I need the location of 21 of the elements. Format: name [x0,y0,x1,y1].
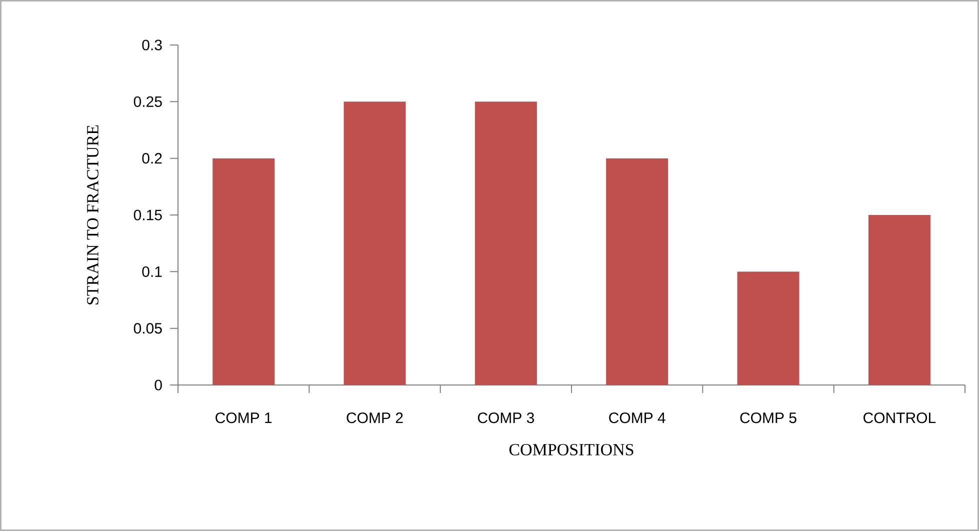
y-tick-label: 0 [154,380,162,390]
bar [868,215,930,385]
y-tick-label: 0.2 [142,153,162,164]
y-tick-label: 0.1 [142,266,162,277]
x-tick-label: COMP 3 [478,412,534,424]
bar [606,158,668,385]
bar [737,272,800,385]
x-axis-title: COMPOSITIONS [509,444,634,456]
y-axis-title: STRAIN TO FRACTURE [87,125,98,304]
y-tick-label: 0.25 [134,96,162,107]
bar [212,158,275,385]
y-tick-label: 0.3 [142,40,162,50]
bar [474,102,537,385]
x-tick-label: CONTROL [864,412,936,424]
bar [344,102,406,385]
y-tick-label: 0.05 [134,323,162,334]
x-tick-label: COMP 4 [609,412,666,424]
x-tick-label: COMP 5 [740,412,796,424]
y-tick-label: 0.15 [134,210,162,220]
x-tick-label: COMP 1 [216,412,272,424]
x-tick-label: COMP 2 [346,412,403,424]
